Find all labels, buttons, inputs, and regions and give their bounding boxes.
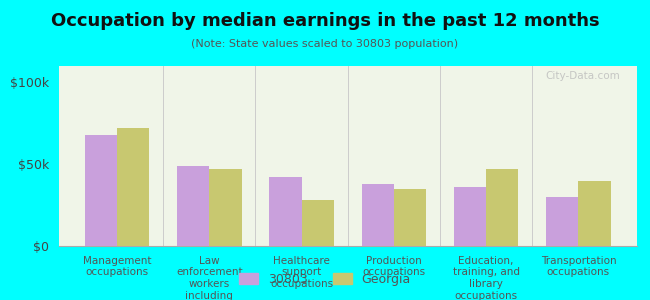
Bar [302, 200, 334, 246]
Bar [578, 181, 611, 246]
Bar [209, 169, 242, 246]
Bar [84, 135, 117, 246]
Text: (Note: State values scaled to 30803 population): (Note: State values scaled to 30803 popu… [192, 39, 458, 49]
Bar [486, 169, 519, 246]
Bar [117, 128, 150, 246]
Legend: 30803, Georgia: 30803, Georgia [234, 268, 416, 291]
Text: City-Data.com: City-Data.com [545, 71, 619, 81]
Text: Occupation by median earnings in the past 12 months: Occupation by median earnings in the pas… [51, 12, 599, 30]
Bar [269, 177, 302, 246]
Bar [454, 187, 486, 246]
Bar [394, 189, 426, 246]
Bar [361, 184, 394, 246]
Bar [546, 197, 578, 246]
Bar [177, 166, 209, 246]
